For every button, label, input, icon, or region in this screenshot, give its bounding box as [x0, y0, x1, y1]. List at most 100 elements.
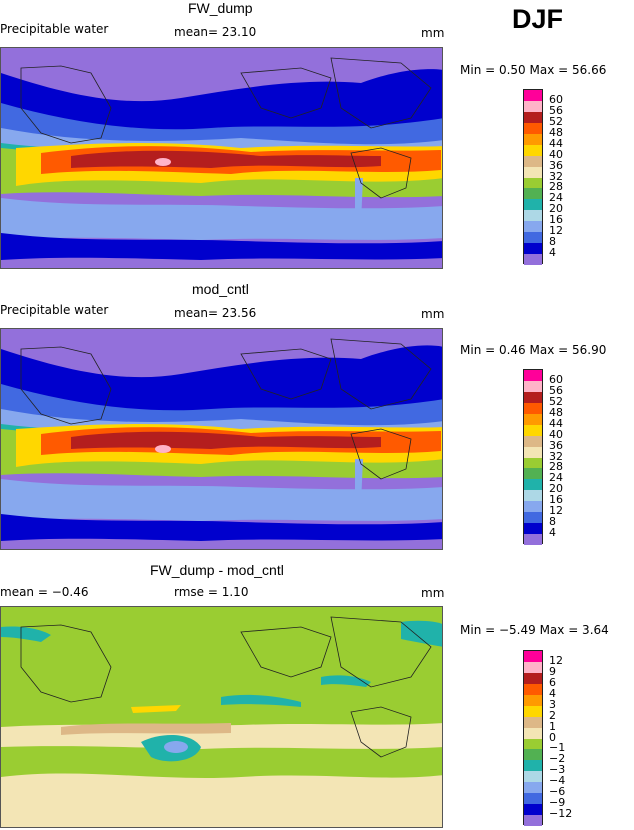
colorbar-swatch [524, 370, 542, 381]
colorbar-level-label: 6 [549, 675, 556, 689]
colorbar-level-label: 28 [549, 460, 563, 474]
colorbar-level-label: 44 [549, 416, 563, 430]
colorbar-swatch [524, 90, 542, 101]
colorbar-level-label: −4 [549, 774, 566, 788]
panel1-colorbar [523, 89, 543, 265]
colorbar-level-label: −1 [549, 741, 566, 755]
colorbar-level-label: 16 [549, 213, 563, 227]
panel2-title: mod_cntl [192, 281, 249, 297]
colorbar-swatch [524, 391, 542, 403]
colorbar-swatch [524, 727, 542, 739]
colorbar-level-label: 40 [549, 427, 563, 441]
colorbar-level-label: 0 [549, 730, 556, 744]
colorbar-level-label: 48 [549, 125, 563, 139]
panel1-unit: mm [421, 26, 445, 40]
colorbar-level-label: 2 [549, 708, 556, 722]
colorbar-level-label: 60 [549, 92, 563, 106]
colorbar-swatch [524, 380, 542, 392]
colorbar-level-label: 32 [549, 169, 563, 183]
colorbar-level-label: 52 [549, 394, 563, 408]
panel1-variable: Precipitable water [0, 22, 109, 36]
panel3-title: FW_dump - mod_cntl [150, 562, 284, 578]
colorbar-swatch [524, 199, 542, 211]
colorbar-swatch [524, 468, 542, 480]
colorbar-swatch [524, 111, 542, 123]
panel2-colorbar [523, 369, 543, 545]
colorbar-swatch [524, 177, 542, 189]
colorbar-level-label: 28 [549, 180, 563, 194]
colorbar-swatch [524, 705, 542, 717]
colorbar-swatch [524, 534, 542, 545]
panel2-minmax: Min = 0.46 Max = 56.90 [460, 343, 607, 357]
colorbar-swatch [524, 479, 542, 491]
colorbar-level-label: −9 [549, 796, 566, 810]
colorbar-level-label: 48 [549, 405, 563, 419]
panel3-map [0, 606, 443, 828]
colorbar-level-label: 52 [549, 114, 563, 128]
colorbar-swatch [524, 512, 542, 524]
colorbar-swatch [524, 155, 542, 167]
colorbar-level-label: 4 [549, 686, 556, 700]
colorbar-swatch [524, 221, 542, 233]
panel1-mean: mean= 23.10 [174, 25, 257, 39]
colorbar-level-label: 12 [549, 653, 563, 667]
panel2-mean: mean= 23.56 [174, 306, 257, 320]
colorbar-swatch [524, 771, 542, 783]
colorbar-swatch [524, 144, 542, 156]
colorbar-swatch [524, 254, 542, 265]
colorbar-swatch [524, 188, 542, 200]
panel2-variable: Precipitable water [0, 303, 109, 317]
colorbar-level-label: 20 [549, 202, 563, 216]
colorbar-level-label: 4 [549, 246, 556, 260]
colorbar-swatch [524, 133, 542, 145]
colorbar-swatch [524, 435, 542, 447]
colorbar-swatch [524, 243, 542, 255]
colorbar-swatch [524, 210, 542, 222]
panel3-colorbar [523, 650, 543, 826]
panel2-unit: mm [421, 307, 445, 321]
colorbar-level-label: 24 [549, 471, 563, 485]
colorbar-level-label: −12 [549, 807, 573, 821]
colorbar-swatch [524, 402, 542, 414]
panel3-mean: mean = −0.46 [0, 585, 89, 599]
colorbar-level-label: 36 [549, 158, 563, 172]
panel1-map [0, 47, 443, 269]
colorbar-level-label: 8 [549, 515, 556, 529]
colorbar-swatch [524, 413, 542, 425]
colorbar-level-label: 8 [549, 235, 556, 249]
colorbar-swatch [524, 782, 542, 794]
colorbar-level-label: −6 [549, 785, 566, 799]
colorbar-swatch [524, 457, 542, 469]
panel1-title: FW_dump [188, 0, 253, 16]
colorbar-swatch [524, 760, 542, 772]
colorbar-level-label: 1 [549, 719, 556, 733]
colorbar-swatch [524, 749, 542, 761]
panel2-map [0, 328, 443, 550]
colorbar-swatch [524, 100, 542, 112]
colorbar-swatch [524, 490, 542, 502]
colorbar-level-label: 56 [549, 383, 563, 397]
colorbar-swatch [524, 424, 542, 436]
colorbar-swatch [524, 523, 542, 535]
colorbar-swatch [524, 166, 542, 178]
colorbar-level-label: 36 [549, 438, 563, 452]
colorbar-level-label: 32 [549, 449, 563, 463]
colorbar-swatch [524, 716, 542, 728]
colorbar-level-label: 12 [549, 504, 563, 518]
colorbar-level-label: 12 [549, 224, 563, 238]
colorbar-level-label: 20 [549, 482, 563, 496]
panel3-rmse: rmse = 1.10 [174, 585, 249, 599]
colorbar-swatch [524, 672, 542, 684]
colorbar-swatch [524, 446, 542, 458]
season-label: DJF [512, 4, 564, 34]
colorbar-swatch [524, 694, 542, 706]
panel1-minmax: Min = 0.50 Max = 56.66 [460, 63, 607, 77]
panel3-minmax: Min = −5.49 Max = 3.64 [460, 623, 609, 637]
colorbar-swatch [524, 815, 542, 826]
colorbar-level-label: 44 [549, 136, 563, 150]
panel3-unit: mm [421, 586, 445, 600]
colorbar-swatch [524, 661, 542, 673]
colorbar-level-label: −2 [549, 752, 566, 766]
colorbar-swatch [524, 793, 542, 805]
colorbar-level-label: 60 [549, 372, 563, 386]
